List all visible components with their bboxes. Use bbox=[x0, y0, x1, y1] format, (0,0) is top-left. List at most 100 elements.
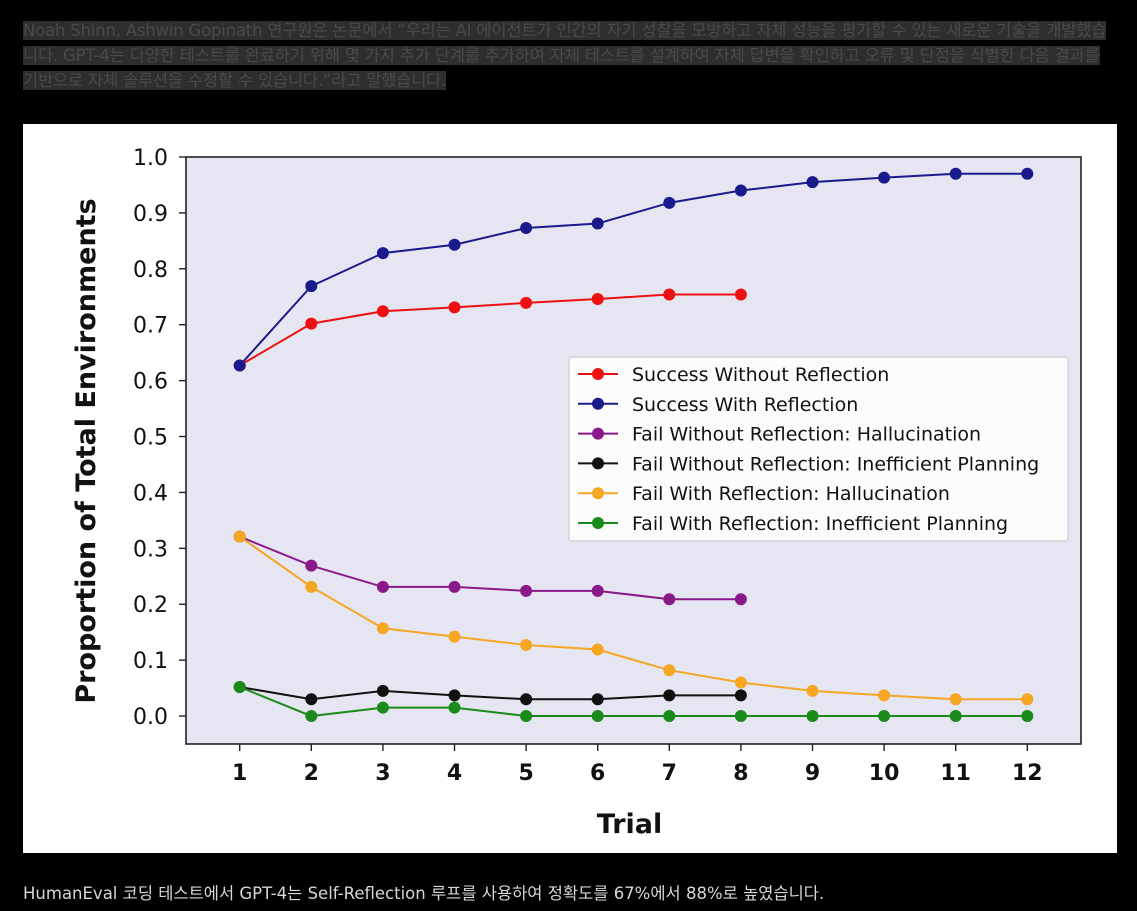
data-point bbox=[1021, 693, 1034, 706]
y-tick-label: 0.6 bbox=[133, 370, 168, 395]
data-point bbox=[734, 676, 747, 689]
data-point bbox=[591, 693, 604, 706]
legend-label: Fail Without Reflection: Inefficient Pla… bbox=[632, 453, 1039, 475]
data-point bbox=[806, 176, 819, 189]
data-point bbox=[448, 301, 461, 314]
x-tick-label: 7 bbox=[662, 761, 677, 786]
data-point bbox=[376, 305, 389, 318]
legend-label: Success Without Reflection bbox=[632, 364, 889, 386]
y-tick-label: 0.5 bbox=[133, 426, 168, 451]
data-point bbox=[305, 280, 318, 293]
legend-label: Fail Without Reflection: Hallucination bbox=[632, 424, 981, 446]
data-point bbox=[305, 580, 318, 593]
data-point bbox=[233, 359, 246, 372]
data-point bbox=[1021, 167, 1034, 180]
y-tick-label: 0.4 bbox=[133, 481, 168, 506]
data-point bbox=[734, 593, 747, 606]
data-point bbox=[663, 593, 676, 606]
x-tick-label: 11 bbox=[940, 761, 971, 786]
x-tick-label: 12 bbox=[1012, 761, 1043, 786]
data-point bbox=[591, 643, 604, 656]
data-point bbox=[1021, 710, 1034, 723]
data-point bbox=[448, 689, 461, 702]
legend-swatch-marker bbox=[592, 368, 604, 380]
data-point bbox=[591, 584, 604, 597]
y-tick-label: 0.8 bbox=[133, 258, 168, 283]
data-point bbox=[734, 710, 747, 723]
data-point bbox=[305, 693, 318, 706]
data-point bbox=[591, 710, 604, 723]
data-point bbox=[520, 639, 533, 652]
data-point bbox=[591, 292, 604, 305]
data-point bbox=[806, 710, 819, 723]
figure-caption: HumanEval 코딩 테스트에서 GPT-4는 Self-Reflectio… bbox=[23, 884, 825, 903]
data-point bbox=[520, 221, 533, 234]
series-line-5 bbox=[239, 535, 1028, 701]
data-point bbox=[591, 217, 604, 230]
data-point bbox=[949, 167, 962, 180]
data-point bbox=[448, 238, 461, 251]
data-point bbox=[878, 689, 891, 702]
data-point bbox=[949, 710, 962, 723]
series-line-6 bbox=[239, 686, 1028, 718]
legend-box bbox=[568, 356, 1069, 542]
data-point bbox=[663, 196, 676, 209]
data-point bbox=[949, 693, 962, 706]
legend-swatch-marker bbox=[592, 427, 604, 440]
data-point bbox=[520, 710, 533, 723]
data-point bbox=[305, 317, 318, 330]
data-point bbox=[305, 710, 318, 723]
x-tick-label: 5 bbox=[518, 761, 533, 786]
data-point bbox=[520, 584, 533, 597]
data-point bbox=[448, 580, 461, 593]
y-tick-label: 0.0 bbox=[133, 705, 168, 730]
legend-label: Success With Reflection bbox=[632, 394, 858, 416]
y-tick-label: 1.0 bbox=[133, 146, 168, 171]
data-point bbox=[878, 171, 891, 184]
data-point bbox=[376, 247, 389, 260]
y-axis-label: Proportion of Total Environments bbox=[71, 198, 102, 703]
legend-swatch-marker bbox=[592, 487, 604, 500]
x-tick-label: 4 bbox=[447, 761, 462, 786]
x-tick-label: 10 bbox=[869, 761, 900, 786]
data-point bbox=[233, 530, 246, 543]
line-chart: 0.00.10.20.30.40.50.60.70.80.91.01 2 3 4 5 6 7… bbox=[71, 146, 1082, 840]
data-point bbox=[520, 693, 533, 706]
data-point bbox=[663, 288, 676, 301]
data-point bbox=[878, 710, 891, 723]
legend-label: Fail With Reflection: Hallucination bbox=[632, 483, 950, 505]
x-tick-label: 6 bbox=[590, 761, 605, 786]
x-tick-label: 2 bbox=[304, 761, 319, 786]
data-point bbox=[233, 680, 246, 693]
data-point bbox=[448, 701, 461, 714]
data-point bbox=[806, 684, 819, 697]
y-tick-label: 0.2 bbox=[133, 593, 168, 618]
y-tick-label: 0.7 bbox=[133, 314, 168, 339]
data-point bbox=[734, 689, 747, 702]
data-point bbox=[663, 689, 676, 702]
data-point bbox=[448, 630, 461, 643]
y-tick-label: 0.1 bbox=[133, 649, 168, 674]
x-tick-label: 3 bbox=[375, 761, 390, 786]
data-point bbox=[376, 684, 389, 697]
series-line-1 bbox=[239, 293, 741, 367]
data-point bbox=[734, 184, 747, 197]
chart-figure: 0.0 0.1 0.2 0.3 0.4 0.5 0.6 0.7 0.8 0.9 1.0 1 2 3 4 5 6 7… bbox=[23, 124, 1117, 853]
legend-swatch-marker bbox=[592, 397, 604, 410]
data-point bbox=[305, 559, 318, 572]
legend-label: Fail With Reflection: Inefficient Planni… bbox=[632, 513, 1008, 535]
data-point bbox=[376, 701, 389, 714]
x-tick-label: 1 bbox=[232, 761, 247, 786]
y-tick-label: 0.3 bbox=[133, 537, 168, 562]
series-line-4 bbox=[239, 685, 741, 701]
x-tick-label: 9 bbox=[805, 761, 820, 786]
x-axis-label: Trial bbox=[597, 809, 663, 840]
data-point bbox=[520, 296, 533, 309]
data-point bbox=[663, 710, 676, 723]
data-point bbox=[663, 664, 676, 677]
data-point bbox=[734, 288, 747, 301]
series-line-3 bbox=[239, 535, 741, 601]
legend-swatch-marker bbox=[592, 517, 604, 529]
article-quote: Noah Shinn, Ashwin Gopinath 연구원은 논문에서 “우… bbox=[23, 18, 1115, 93]
x-tick-label: 8 bbox=[733, 761, 748, 786]
